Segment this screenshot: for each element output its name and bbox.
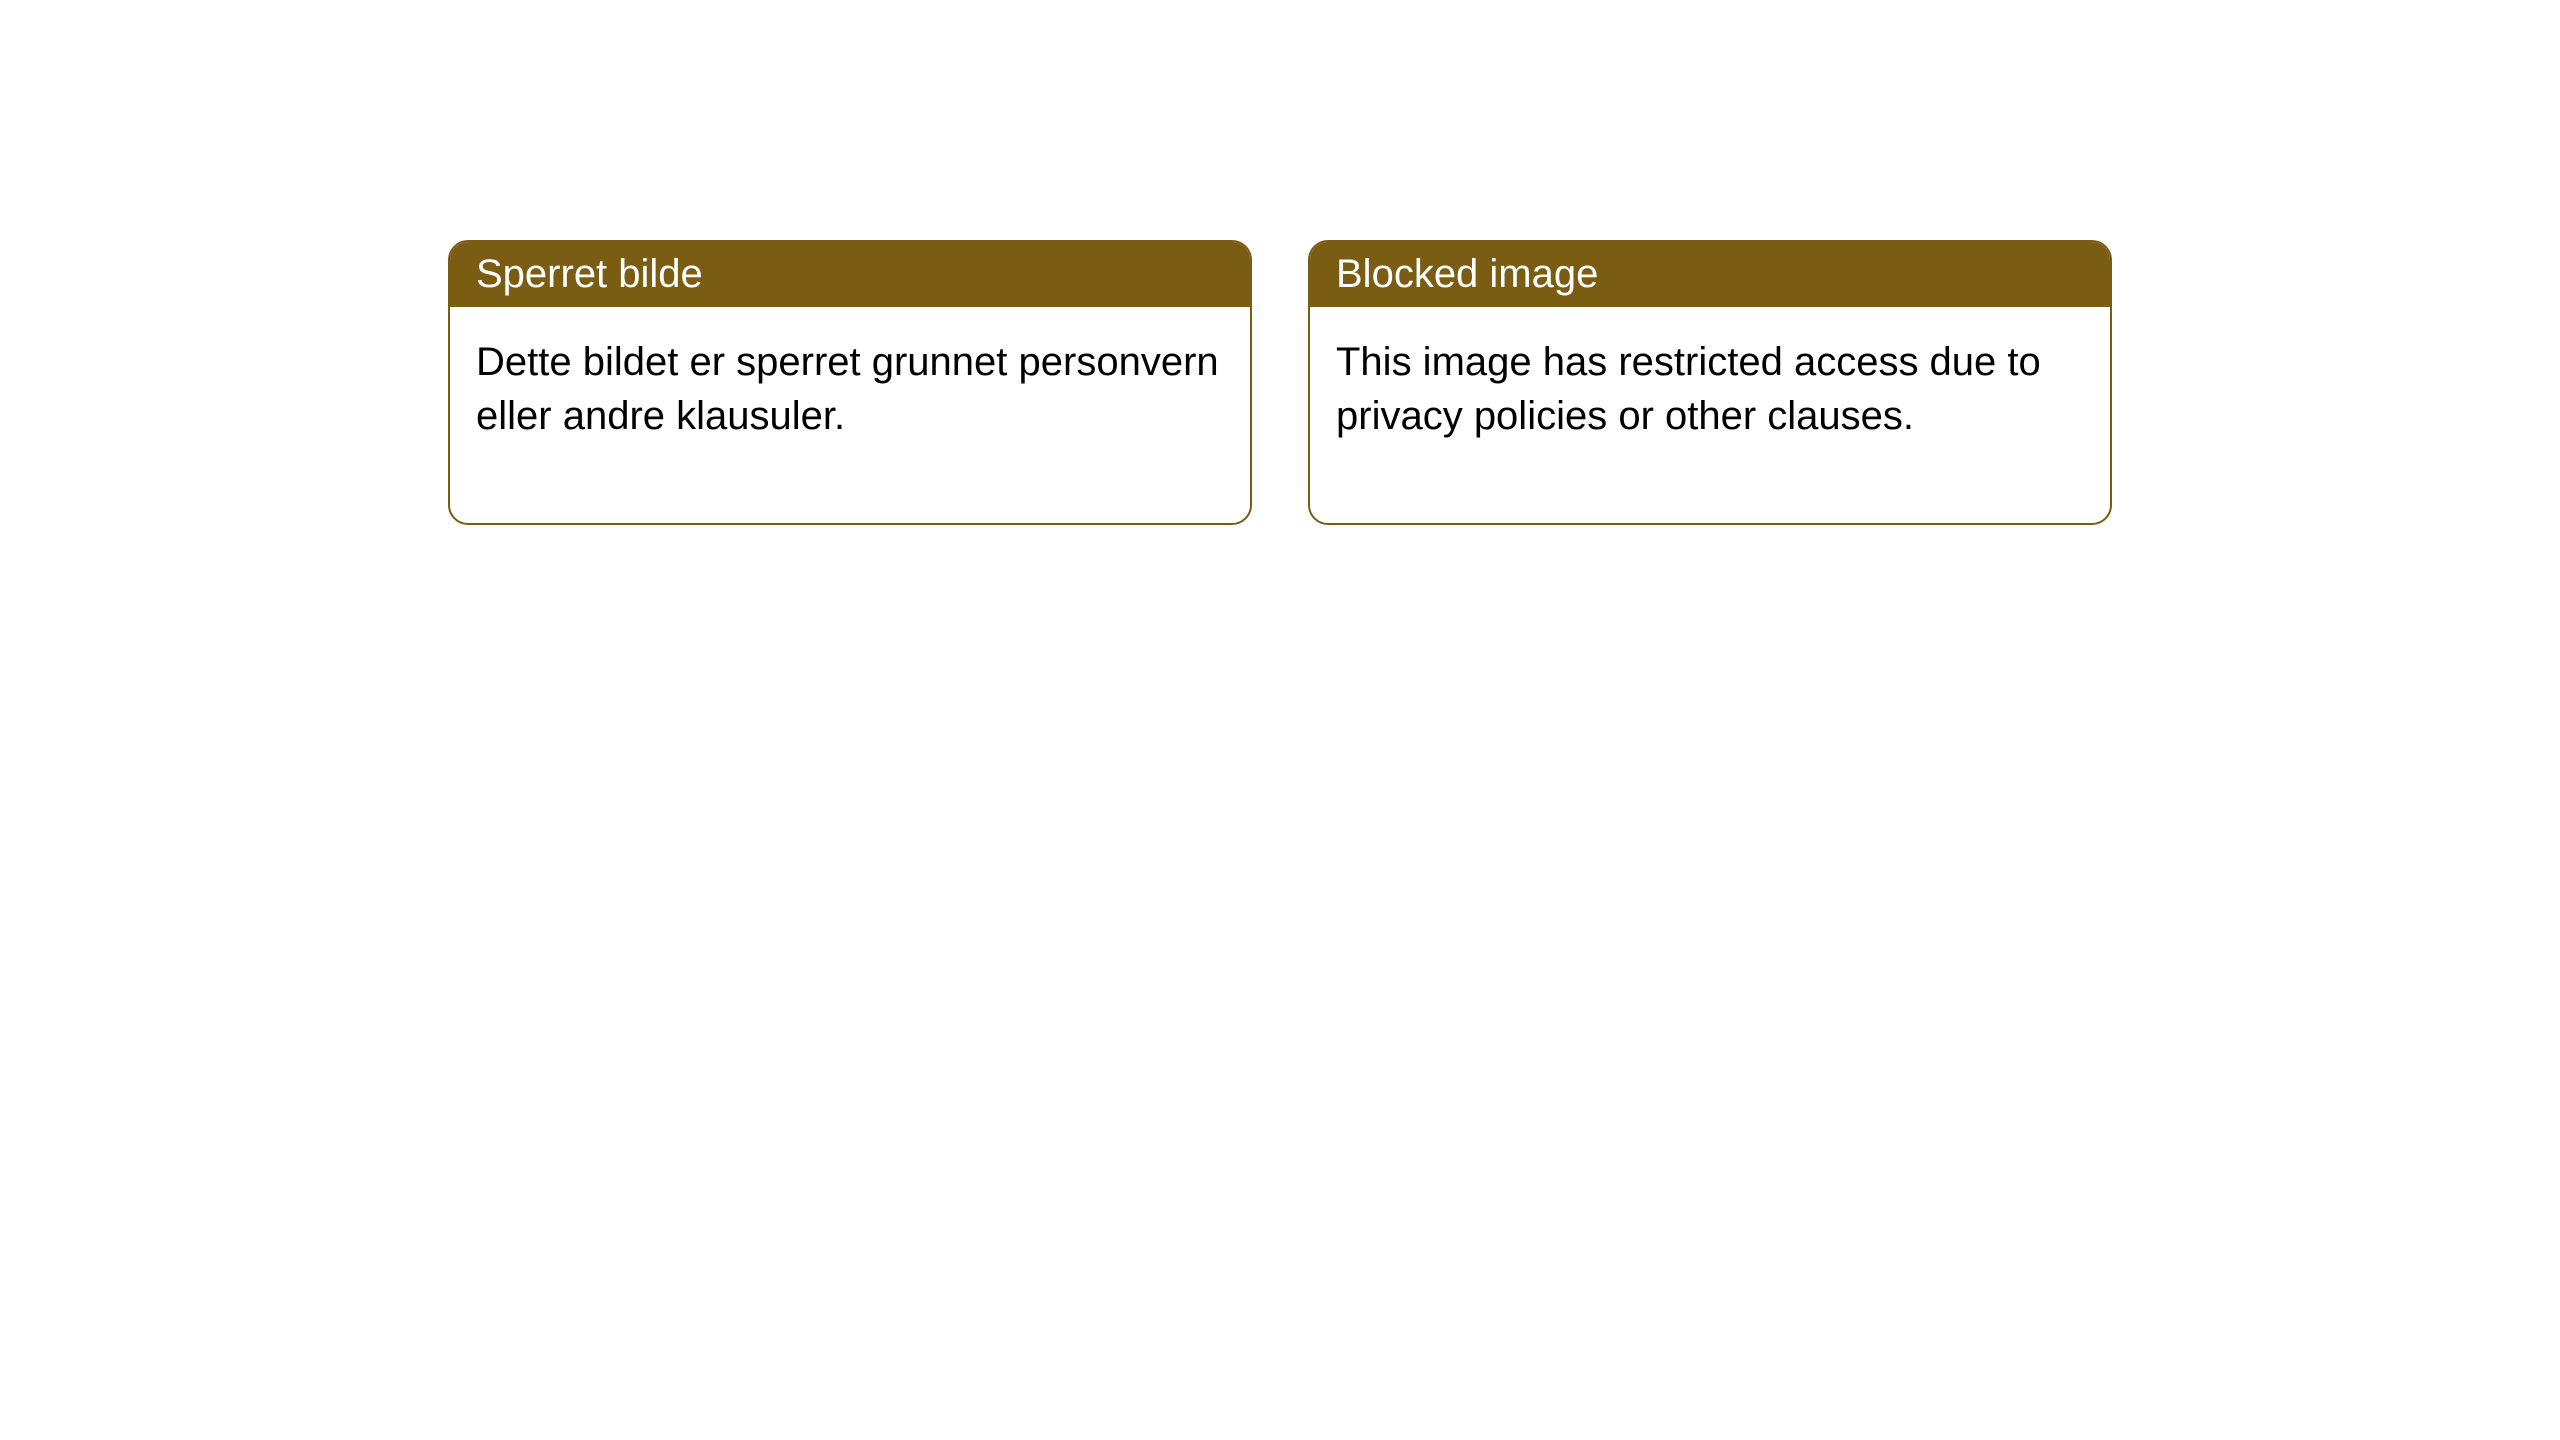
notice-body: Dette bildet er sperret grunnet personve… xyxy=(450,307,1250,523)
notice-card-english: Blocked image This image has restricted … xyxy=(1308,240,2112,525)
notice-container: Sperret bilde Dette bildet er sperret gr… xyxy=(448,240,2112,525)
notice-card-norwegian: Sperret bilde Dette bildet er sperret gr… xyxy=(448,240,1252,525)
notice-header: Blocked image xyxy=(1310,242,2110,307)
notice-body: This image has restricted access due to … xyxy=(1310,307,2110,523)
notice-header: Sperret bilde xyxy=(450,242,1250,307)
